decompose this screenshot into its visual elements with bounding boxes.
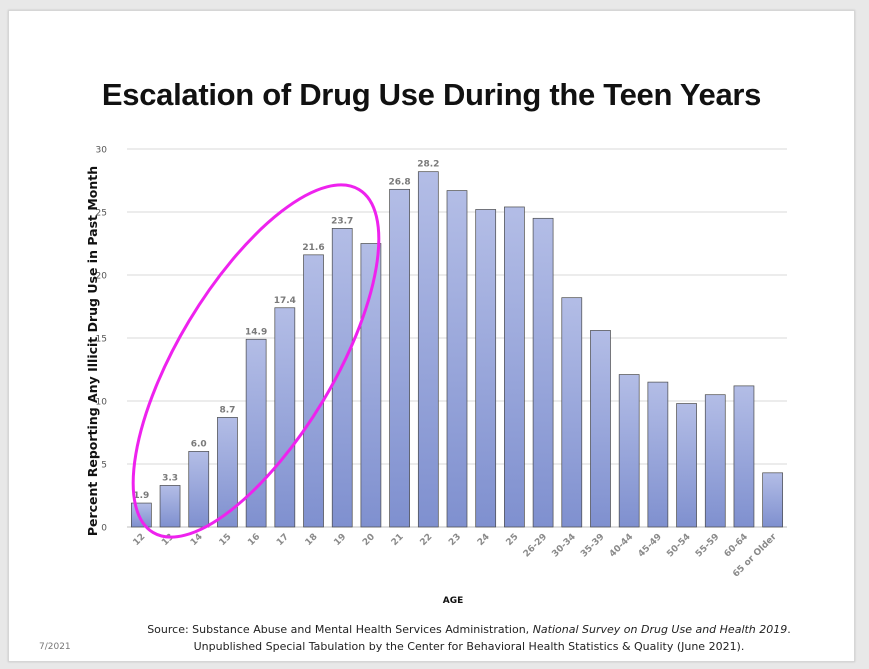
bar-24 <box>475 209 497 528</box>
bar-17 <box>274 307 296 528</box>
slide: Escalation of Drug Use During the Teen Y… <box>8 10 855 662</box>
data-label: 17.4 <box>274 296 296 306</box>
bar-35-39 <box>590 330 611 528</box>
bar-40-44 <box>618 374 640 528</box>
bar-13 <box>159 485 181 528</box>
x-tick-label: 15 <box>218 532 234 548</box>
x-tick-label: 45-49 <box>637 532 664 559</box>
data-label: 3.3 <box>162 473 178 483</box>
bar-25 <box>504 206 525 528</box>
data-label: 28.2 <box>417 160 439 170</box>
x-tick-label: 18 <box>304 532 320 548</box>
y-tick-label: 15 <box>96 335 107 345</box>
x-tick-label: 40-44 <box>608 532 635 559</box>
data-label: 6.0 <box>191 439 207 449</box>
source-line1-prefix: Source: Substance Abuse and Mental Healt… <box>147 623 533 636</box>
x-tick-label: 23 <box>447 532 463 548</box>
bar-65 or Older <box>762 472 784 528</box>
bar-16 <box>245 338 267 528</box>
y-axis-label: Percent Reporting Any Illicit Drug Use i… <box>85 166 100 536</box>
y-tick-label: 0 <box>101 524 107 534</box>
bar-26-29 <box>532 217 554 528</box>
bar-15 <box>217 417 238 528</box>
highlight-ellipse <box>131 183 381 539</box>
data-label: 8.7 <box>219 405 235 415</box>
x-tick-label: 26-29 <box>522 532 549 559</box>
x-tick-label: 35-39 <box>579 532 606 559</box>
x-tick-label: 22 <box>418 532 434 548</box>
x-tick-label: 60-64 <box>723 532 750 559</box>
source-line1-suffix: . <box>787 623 791 636</box>
x-tick-label: 50-54 <box>665 532 692 559</box>
x-tick-label: 13 <box>160 532 176 548</box>
x-tick-label: 24 <box>476 532 492 548</box>
data-label: 14.9 <box>245 327 267 337</box>
y-tick-label: 5 <box>101 461 107 471</box>
x-tick-label: 12 <box>132 532 148 548</box>
bar-50-54 <box>676 403 697 528</box>
data-label: 1.9 <box>133 491 149 501</box>
y-tick-label: 20 <box>96 272 108 282</box>
x-tick-label: 21 <box>390 532 406 548</box>
x-tick-label: 17 <box>275 532 291 548</box>
bar-21 <box>389 188 410 528</box>
source-note: Source: Substance Abuse and Mental Healt… <box>119 621 819 655</box>
data-label: 23.7 <box>331 216 353 226</box>
bar-22 <box>417 171 439 528</box>
x-tick-label: 16 <box>246 532 262 548</box>
bar-19 <box>331 228 353 528</box>
bar-55-59 <box>704 394 726 528</box>
x-tick-label: 25 <box>505 532 521 548</box>
y-tick-label: 25 <box>96 209 107 219</box>
y-tick-label: 30 <box>96 146 108 156</box>
bar-23 <box>446 190 468 528</box>
slide-date: 7/2021 <box>39 642 71 652</box>
bar-18 <box>303 254 324 528</box>
bar-45-49 <box>647 381 669 528</box>
x-tick-label: 30-34 <box>550 532 577 559</box>
x-axis-label: AGE <box>443 596 464 606</box>
x-tick-label: 20 <box>361 532 377 548</box>
data-label: 21.6 <box>302 243 324 253</box>
chart-title: Escalation of Drug Use During the Teen Y… <box>101 77 762 112</box>
x-tick-label: 19 <box>332 532 348 548</box>
bar-14 <box>188 451 210 528</box>
bar-30-34 <box>561 297 583 528</box>
x-tick-label: 55-59 <box>694 532 721 559</box>
bar-chart: 0 5 10 15 20 25 30 1.9 3.3 6.0 8.7 14.9 17.4 21.6 23.… <box>85 146 787 606</box>
y-tick-label: 10 <box>96 398 108 408</box>
source-line2: Unpublished Special Tabulation by the Ce… <box>193 640 745 653</box>
bar-60-64 <box>733 385 755 528</box>
data-label: 26.8 <box>388 177 410 187</box>
bar-20 <box>360 243 382 528</box>
source-survey-name: National Survey on Drug Use and Health 2… <box>532 623 788 636</box>
